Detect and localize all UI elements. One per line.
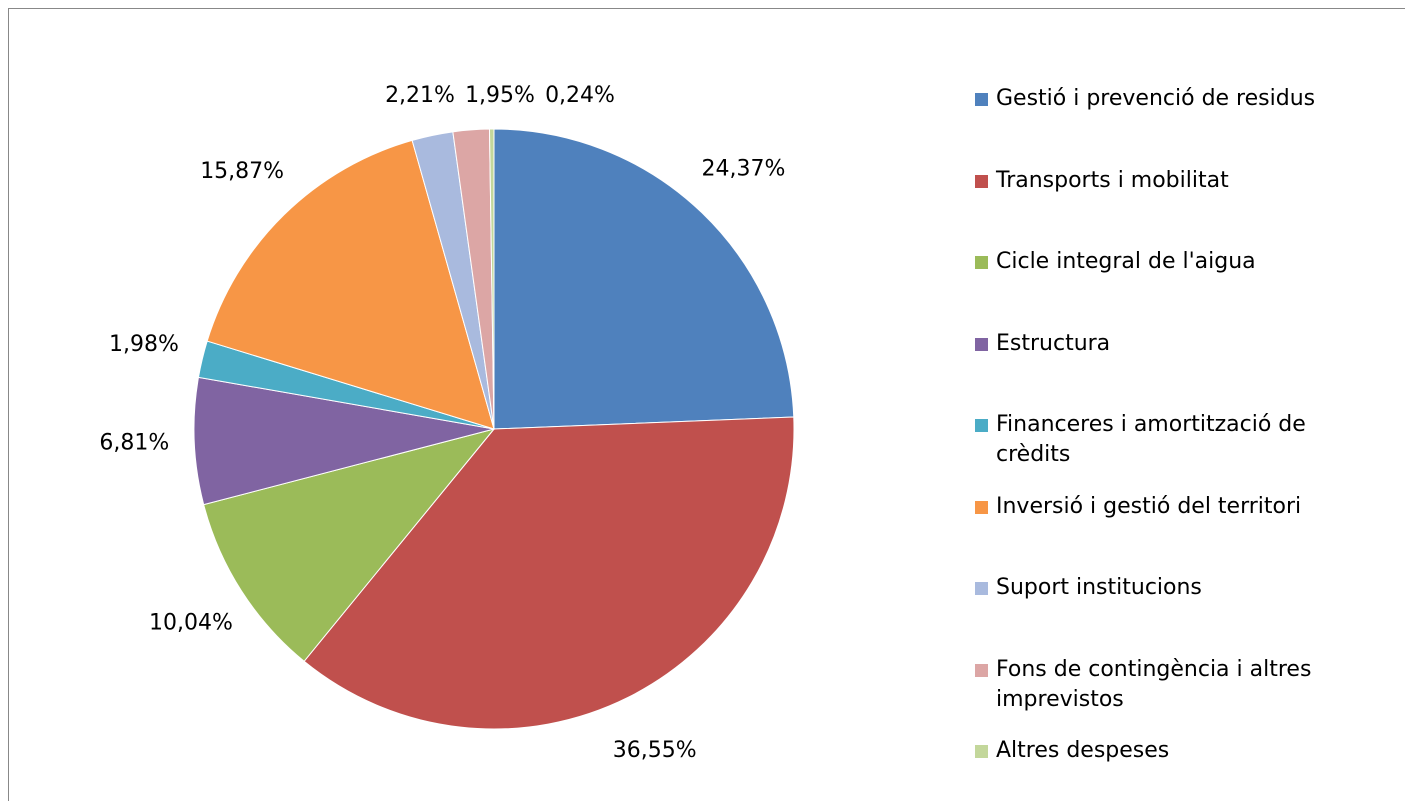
pie-slice	[193, 376, 495, 506]
legend-label: Financeres i amortització de crèdits	[996, 412, 1306, 467]
legend-swatch	[975, 500, 988, 514]
legend-item: Inversió i gestió del territori	[975, 492, 1375, 574]
data-label: 2,21%	[385, 83, 455, 108]
data-label: 15,87%	[200, 159, 284, 184]
data-label: 6,81%	[99, 431, 169, 456]
legend-swatch	[975, 745, 988, 758]
legend-swatch	[975, 337, 988, 351]
legend-swatch	[975, 582, 988, 595]
legend-item: Transports i mobilitat	[975, 166, 1375, 248]
legend-item: Suport institucions	[975, 573, 1375, 655]
data-label: 1,95%	[465, 83, 535, 108]
legend-label: Fons de contingència i altres imprevisto…	[996, 656, 1312, 712]
legend-item: Fons de contingència i altres imprevisto…	[975, 655, 1375, 737]
legend-label: Altres despeses	[996, 738, 1170, 763]
legend-label: Inversió i gestió del territori	[996, 493, 1302, 519]
legend-swatch	[975, 93, 988, 106]
legend-swatch	[975, 256, 988, 269]
legend-item: Cicle integral de l'aigua	[975, 247, 1375, 329]
legend-label: Gestió i prevenció de residus	[996, 86, 1316, 111]
frame	[8, 8, 1405, 801]
pie-slice	[493, 128, 795, 430]
legend: Gestió i prevenció de residus Transports …	[975, 84, 1375, 801]
pie-slice	[303, 416, 795, 730]
legend-label: Estructura	[996, 330, 1111, 356]
legend-label: Cicle integral de l'aigua	[996, 249, 1256, 274]
legend-item: Altres despeses	[975, 736, 1375, 801]
legend-item: Financeres i amortització de crèdits	[975, 410, 1375, 492]
pie-slice	[488, 128, 495, 430]
legend-item: Estructura	[975, 329, 1375, 411]
data-label: 24,37%	[701, 156, 785, 181]
legend-swatch	[975, 419, 988, 432]
data-label: 0,24%	[545, 83, 615, 108]
pie-slice	[206, 139, 495, 430]
legend-label: Suport institucions	[996, 575, 1202, 600]
data-label: 10,04%	[149, 610, 233, 635]
legend-swatch	[975, 663, 988, 677]
data-label: 1,98%	[109, 332, 179, 357]
legend-swatch	[975, 174, 988, 188]
legend-label: Transports i mobilitat	[996, 167, 1229, 193]
legend-item: Gestió i prevenció de residus	[975, 84, 1375, 166]
pie-slice	[203, 428, 496, 662]
data-label: 36,55%	[613, 738, 697, 763]
